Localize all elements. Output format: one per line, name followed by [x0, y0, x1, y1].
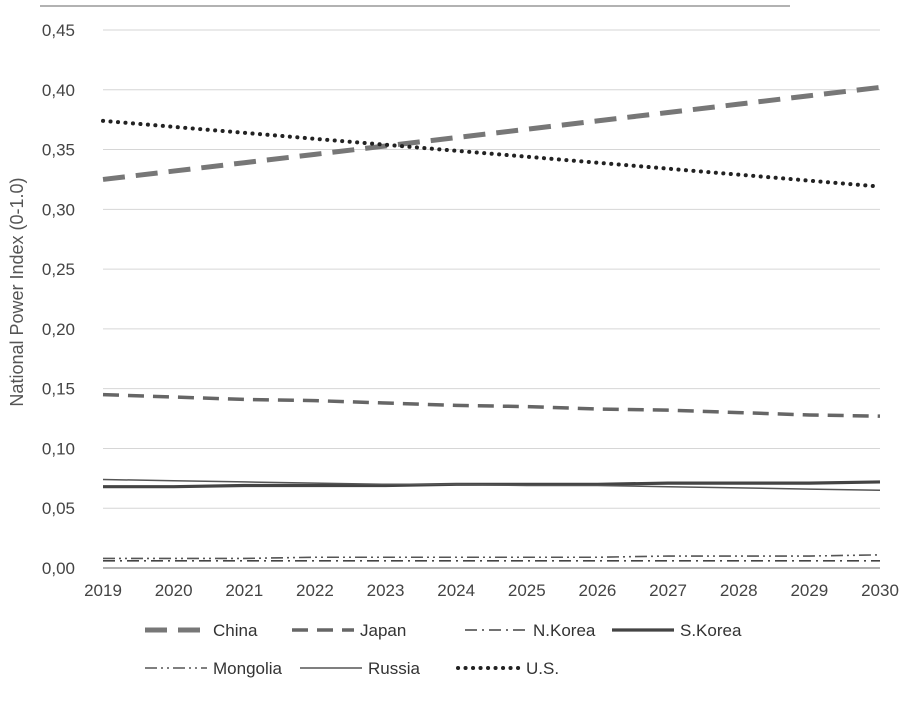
series-line-u-s-: [101, 118, 882, 189]
y-tick-label: 0,45: [42, 21, 75, 40]
y-tick-label: 0,40: [42, 81, 75, 100]
x-tick-label: 2026: [579, 581, 617, 600]
y-tick-label: 0,30: [42, 200, 75, 219]
legend-item: Mongolia: [145, 659, 283, 678]
legend-label: China: [213, 621, 258, 640]
legend: China Japan N.Korea S.Korea Mongolia Russia U.…: [145, 621, 742, 678]
legend-label: N.Korea: [533, 621, 596, 640]
legend-label: U.S.: [526, 659, 559, 678]
x-tick-label: 2027: [649, 581, 687, 600]
x-tick-label: 2019: [84, 581, 122, 600]
legend-item: S.Korea: [612, 621, 742, 640]
legend-item: China: [145, 621, 258, 640]
series-line-china: [102, 84, 881, 182]
y-tick-label: 0,20: [42, 320, 75, 339]
legend-item: U.S.: [456, 659, 559, 678]
y-tick-label: 0,00: [42, 559, 75, 578]
x-tick-label: 2028: [720, 581, 758, 600]
x-tick-label: 2029: [790, 581, 828, 600]
y-tick-label: 0,25: [42, 260, 75, 279]
x-tick-label: 2030: [861, 581, 899, 600]
legend-label: S.Korea: [680, 621, 742, 640]
series-line-russia: [102, 478, 881, 492]
y-tick-label: 0,35: [42, 141, 75, 160]
legend-item: Japan: [292, 621, 406, 640]
x-tick-label: 2020: [155, 581, 193, 600]
x-tick-label: 2024: [437, 581, 475, 600]
legend-label: Russia: [368, 659, 421, 678]
gridlines: [103, 29, 880, 569]
series-line-mongolia: [103, 554, 881, 560]
y-tick-label: 0,05: [42, 499, 75, 518]
x-tick-label: 2022: [296, 581, 334, 600]
y-axis-title: National Power Index (0-1.0): [7, 177, 27, 406]
legend-item: Russia: [300, 659, 421, 678]
x-tick-label: 2021: [225, 581, 263, 600]
series-line-japan: [102, 392, 881, 418]
x-axis-ticks: 2019 2020 2021 2022 2023 2024 2025 2026 2027 2028…: [84, 581, 899, 600]
x-tick-label: 2023: [367, 581, 405, 600]
y-tick-label: 0,10: [42, 439, 75, 458]
y-tick-label: 0,15: [42, 380, 75, 399]
x-tick-label: 2025: [508, 581, 546, 600]
legend-label: Mongolia: [213, 659, 283, 678]
legend-item: N.Korea: [465, 621, 596, 640]
series-lines: [101, 84, 882, 562]
legend-label: Japan: [360, 621, 406, 640]
y-axis-ticks: 0,00 0,05 0,10 0,15 0,20 0,25 0,30 0,35 0,40 0,45: [42, 21, 75, 578]
